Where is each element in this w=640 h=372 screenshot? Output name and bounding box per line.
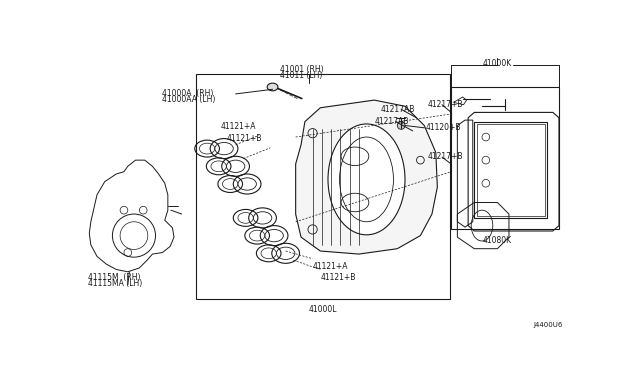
Bar <box>451 87 559 230</box>
Text: 41121+A: 41121+A <box>312 262 348 271</box>
Text: 41000A  (RH): 41000A (RH) <box>163 89 214 98</box>
Text: 41080K: 41080K <box>483 235 512 245</box>
Text: 41217AB: 41217AB <box>374 117 408 126</box>
Text: J4400U6: J4400U6 <box>534 322 563 328</box>
Bar <box>196 74 450 299</box>
Text: 41121+B: 41121+B <box>320 273 356 282</box>
Text: 41121+A: 41121+A <box>220 122 256 131</box>
Ellipse shape <box>328 124 405 235</box>
Text: 41120+B: 41120+B <box>426 123 461 132</box>
Ellipse shape <box>397 122 405 129</box>
Text: 41217AB: 41217AB <box>380 105 415 114</box>
Bar <box>474 122 547 218</box>
Polygon shape <box>296 100 437 254</box>
Text: 41000K: 41000K <box>483 58 512 67</box>
Text: 41001 (RH): 41001 (RH) <box>280 65 324 74</box>
Text: 41115M  (RH): 41115M (RH) <box>88 273 140 282</box>
Text: 41000AA (LH): 41000AA (LH) <box>163 96 216 105</box>
Text: 41217+B: 41217+B <box>428 100 463 109</box>
Text: 41217+B: 41217+B <box>428 153 463 161</box>
Ellipse shape <box>267 83 278 91</box>
Text: 41011 (LH): 41011 (LH) <box>280 71 323 80</box>
Bar <box>477 124 545 216</box>
Text: 41115MA (LH): 41115MA (LH) <box>88 279 142 288</box>
Text: 41121+B: 41121+B <box>227 134 262 143</box>
Text: 41000L: 41000L <box>308 305 337 314</box>
